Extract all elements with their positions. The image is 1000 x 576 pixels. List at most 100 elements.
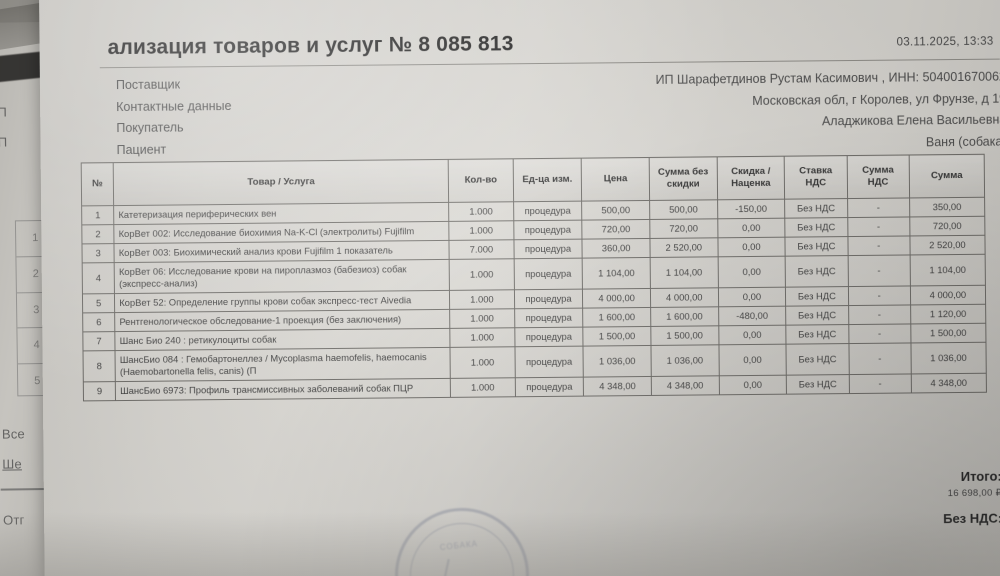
cell-total: 2 520,00 [909, 235, 986, 256]
col-header-unit: Ед-ца изм. [512, 158, 582, 202]
cell-price: 4 000,00 [582, 288, 651, 309]
cell-qty: 1.000 [449, 289, 515, 310]
cell-unit: процедура [513, 201, 583, 221]
vat-total-label: Без НДС: [943, 510, 1000, 527]
undersheet-line-4: Ше [2, 456, 22, 472]
cell-sum-no-discount: 500,00 [649, 199, 718, 220]
cell-vat-rate: Без НДС [785, 305, 849, 326]
cell-vat-sum: - [848, 343, 912, 375]
cell-name: ШансБио 084 : Гемобартонеллез / Mycoplas… [115, 347, 451, 382]
party-details: Поставщик ИП Шарафетдинов Рустам Касимов… [76, 70, 1000, 165]
cell-total: 4 000,00 [910, 285, 986, 306]
line-items-table: № Товар / Услуга Кол-во Ед-ца изм. Цена … [81, 154, 987, 402]
cell-vat-rate: Без НДС [785, 255, 848, 288]
cell-sum-no-discount: 1 600,00 [650, 306, 719, 327]
cell-price: 720,00 [582, 219, 650, 240]
col-header-price: Цена [581, 157, 650, 202]
cell-total: 1 036,00 [910, 342, 987, 375]
table-body: 1 Катетеризация периферических вен 1.000 пр… [81, 197, 987, 402]
cell-vat-sum: - [848, 305, 911, 325]
total-value: 16 698,00 ₽ [947, 487, 1000, 500]
cell-sum-no-discount: 1 104,00 [650, 256, 719, 289]
cell-sum-no-discount: 4 000,00 [650, 287, 719, 308]
cell-discount: 0,00 [718, 287, 786, 307]
cell-unit: процедура [514, 327, 584, 348]
cell-vat-sum: - [848, 374, 912, 394]
cell-unit: процедура [513, 258, 583, 290]
cell-total: 4 348,00 [911, 373, 987, 394]
meta-value-buyer: Аладжикова Елена Васильевна [821, 112, 1000, 129]
cell-name: ШансБио 6973: Профиль трансмиссивных заб… [115, 378, 451, 401]
total-label: Итого: [960, 468, 1000, 484]
cell-discount: 0,00 [717, 237, 786, 257]
undersheet-line-5: Отг [2, 512, 25, 528]
cell-num: 7 [82, 331, 116, 352]
cell-vat-rate: Без НДС [784, 198, 848, 219]
cell-vat-rate: Без НДС [786, 324, 849, 345]
stamp-text: СОБАКА [439, 539, 479, 553]
meta-label-buyer: Покупатель [116, 120, 184, 136]
stamp-figure-icon [439, 558, 489, 576]
cell-discount: 0,00 [718, 325, 787, 346]
cell-num: 2 [81, 224, 115, 244]
meta-label-patient: Пациент [116, 142, 167, 157]
cell-vat-sum: - [847, 236, 910, 256]
cell-name: КорВет 06: Исследование крови на пиропла… [114, 259, 450, 294]
cell-qty: 7.000 [449, 239, 514, 260]
cell-price: 360,00 [582, 238, 651, 259]
cell-vat-sum: - [847, 286, 911, 306]
cell-vat-sum: - [847, 255, 911, 287]
cell-num: 4 [82, 262, 115, 295]
cell-num: 9 [83, 381, 116, 402]
undersheet-divider [0, 488, 47, 491]
cell-vat-rate: Без НДС [786, 343, 849, 376]
cell-discount: 0,00 [718, 344, 787, 377]
cell-num: 8 [83, 350, 116, 383]
cell-price: 500,00 [581, 200, 650, 221]
cell-sum-no-discount: 4 348,00 [651, 376, 720, 396]
invoice-document: ализация товаров и услуг № 8 085 813 03.… [39, 0, 1000, 576]
col-header-quantity: Кол-во [448, 158, 514, 203]
cell-price: 4 348,00 [583, 376, 652, 397]
col-header-name: Товар / Услуга [113, 159, 449, 206]
col-header-total: Сумма [908, 154, 985, 198]
undersheet-line-2: П [0, 134, 8, 150]
meta-label-supplier: Поставщик [115, 77, 181, 93]
cell-unit: процедура [514, 308, 584, 328]
cell-vat-rate: Без НДС [785, 236, 848, 257]
cell-sum-no-discount: 1 036,00 [650, 345, 719, 377]
cell-vat-sum: - [848, 324, 911, 344]
meta-value-patient: Ваня (собака) [925, 134, 1000, 149]
cell-discount: 0,00 [717, 256, 786, 288]
cell-price: 1 036,00 [583, 345, 652, 378]
cell-qty: 1.000 [448, 201, 514, 222]
cell-unit: процедура [513, 220, 583, 240]
cell-num: 3 [81, 243, 115, 264]
cell-sum-no-discount: 720,00 [649, 218, 718, 239]
invoice-content: ализация товаров и услуг № 8 085 813 03.… [39, 0, 1000, 576]
meta-value-contacts: Московская обл, г Королев, ул Фрунзе, д … [752, 91, 1000, 108]
cell-qty: 1.000 [450, 347, 515, 379]
totals-block: Итого: 16 698,00 ₽ Без НДС: [943, 469, 1000, 527]
cell-total: 1 104,00 [909, 254, 986, 287]
meta-label-contacts: Контактные данные [116, 98, 232, 114]
cell-sum-no-discount: 1 500,00 [650, 326, 719, 346]
col-header-sum-no-discount: Сумма без скидки [649, 156, 718, 201]
cell-total: 1 120,00 [910, 304, 986, 325]
cell-unit: процедура [514, 377, 584, 398]
cell-discount: 0,00 [718, 375, 787, 396]
col-header-discount: Скидка / Наценка [716, 156, 785, 200]
undersheet-line-3: Все [1, 426, 26, 442]
col-header-number: № [81, 162, 114, 206]
col-header-vat-sum: Сумма НДС [846, 154, 910, 199]
page-title: ализация товаров и услуг № 8 085 813 [107, 32, 514, 60]
cell-qty: 1.000 [449, 308, 515, 329]
meta-value-supplier: ИП Шарафетдинов Рустам Касимович , ИНН: … [655, 69, 1000, 87]
cell-num: 5 [82, 293, 115, 314]
cell-unit: процедура [514, 346, 584, 379]
cell-vat-rate: Без НДС [785, 217, 848, 238]
cell-vat-sum: - [847, 216, 910, 237]
cell-total: 1 500,00 [910, 323, 986, 344]
cell-vat-rate: Без НДС [786, 374, 849, 395]
